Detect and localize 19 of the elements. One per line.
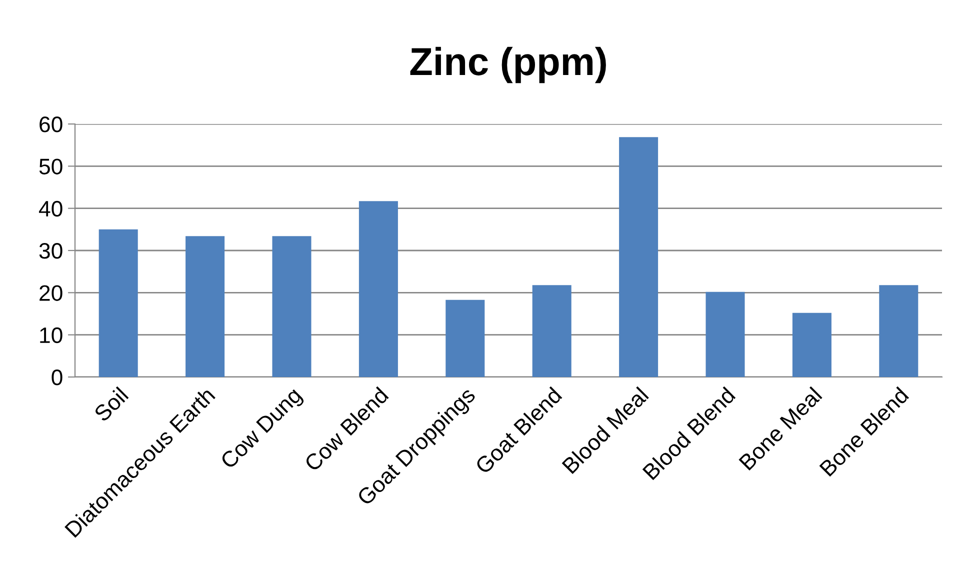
bar bbox=[879, 285, 918, 377]
bar bbox=[272, 236, 312, 377]
bar bbox=[532, 285, 572, 377]
bar bbox=[446, 300, 485, 377]
bar bbox=[792, 312, 832, 377]
bar bbox=[619, 137, 658, 377]
y-tick-label: 50 bbox=[39, 158, 62, 174]
y-tick-label: 30 bbox=[39, 243, 62, 259]
bar bbox=[706, 292, 745, 377]
bar bbox=[186, 236, 225, 377]
y-tick-label: 10 bbox=[40, 327, 62, 344]
bar bbox=[98, 229, 138, 377]
y-tick-label: 20 bbox=[40, 285, 62, 301]
bar bbox=[358, 201, 398, 377]
chart-title: Zinc (ppm) bbox=[410, 46, 606, 84]
y-tick-label: 40 bbox=[38, 200, 62, 217]
y-tick-label: 60 bbox=[40, 116, 62, 132]
y-tick-label: 0 bbox=[52, 370, 62, 386]
x-tick-label: Soil bbox=[92, 386, 129, 422]
